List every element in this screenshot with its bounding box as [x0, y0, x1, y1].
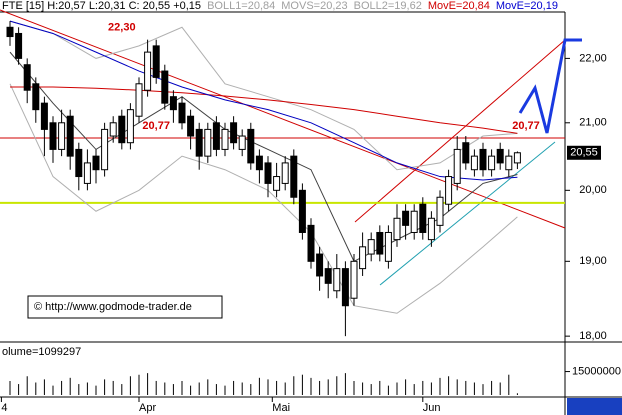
candle-body [324, 268, 332, 284]
candle-body [281, 162, 289, 184]
x-tick-label: 4 [1, 402, 7, 414]
candle-body [161, 70, 169, 104]
candle-body [195, 128, 203, 157]
candle-body [445, 176, 453, 205]
y-tick-label: 22,00 [579, 52, 607, 64]
copyright-box [27, 295, 223, 319]
candle-body [376, 231, 384, 255]
candle-body [49, 122, 57, 150]
candle-body [212, 122, 220, 150]
candle-body [230, 122, 238, 144]
candle-body [101, 128, 109, 171]
header-item: FTE [15] H:20,57 L:20,31 C: 20,55 +0,15 [2, 0, 201, 12]
trend-line [379, 141, 556, 286]
y-tick-label: 20,00 [579, 184, 607, 196]
candle-body [513, 152, 521, 164]
candle-body [126, 109, 134, 144]
candle-body [187, 115, 195, 137]
x-tick-label: Mai [272, 402, 290, 414]
candle-body [298, 189, 306, 233]
candle-body [462, 142, 470, 164]
candle-body [402, 210, 410, 226]
candle-body [453, 148, 461, 184]
candle-body [109, 122, 117, 137]
candle-body [393, 217, 401, 241]
candle-body [384, 231, 392, 262]
y-tick-label: 21,00 [579, 117, 607, 129]
candle-body [410, 210, 418, 233]
corner-icon [567, 398, 622, 415]
candle-body [75, 148, 83, 178]
x-tick-label: Jun [423, 402, 441, 414]
y-tick-label: 18,00 [579, 330, 607, 342]
candle-body [23, 64, 31, 91]
candle-body [92, 155, 100, 171]
candle-body [488, 155, 496, 171]
candle-body [316, 253, 324, 277]
annotation: 20,77 [142, 120, 170, 132]
header-item: MOVS=20,23 [281, 0, 347, 12]
x-tick-label: Apr [139, 402, 156, 414]
candle-body [307, 224, 315, 262]
header: FTE [15] H:20,57 L:20,31 C: 20,55 +0,15 B… [2, 0, 558, 12]
candle-body [367, 239, 375, 255]
header-item: BOLL2=19,62 [354, 0, 422, 12]
annotation: 22,30 [108, 22, 136, 34]
candle-body [32, 83, 40, 111]
candle-body [341, 268, 349, 307]
copyright: © http://www.godmode-trader.de [34, 301, 192, 313]
candle-body [66, 115, 74, 157]
volume-label: olume=1099297 [2, 346, 81, 358]
candle-body [6, 26, 14, 38]
candle-body [255, 155, 263, 171]
candle-body [247, 128, 255, 164]
candle-body [178, 102, 186, 124]
candle-body [479, 148, 487, 171]
candle-body [135, 83, 143, 117]
header-item: BOLL1=20,84 [207, 0, 275, 12]
header-item: MovE=20,19 [496, 0, 558, 12]
overlay-line [10, 86, 518, 134]
candle-body [264, 162, 272, 184]
candle-body [238, 135, 246, 150]
candle-body [436, 196, 444, 226]
plot [0, 9, 582, 337]
volume-tick-label: 15000000 [572, 365, 621, 377]
candle-body [427, 217, 435, 241]
overlay-line [9, 20, 518, 171]
candle-body [40, 102, 48, 130]
trend-line [0, 9, 566, 229]
candle-body [15, 32, 23, 59]
overlay-line [9, 20, 518, 181]
trend-line [354, 39, 566, 223]
candle-body [290, 155, 298, 198]
candle-body [350, 260, 358, 299]
header-item: MovE=20,84 [428, 0, 490, 12]
candle-body [58, 122, 66, 150]
candle-body [83, 162, 91, 184]
price-label: 20,55 [570, 147, 598, 159]
y-tick-label: 19,00 [579, 255, 607, 267]
candle-body [204, 128, 212, 157]
candle-body [118, 115, 126, 144]
candle-body [152, 45, 160, 78]
candle-body [169, 96, 177, 111]
candle-body [144, 51, 152, 91]
forecast-arrow [518, 38, 582, 134]
price-box [567, 145, 601, 160]
candle-body [496, 148, 504, 164]
candle-body [273, 176, 281, 191]
annotation: 20,77 [512, 120, 540, 132]
candle-body [470, 155, 478, 171]
candle-body [221, 128, 229, 150]
candle-body [333, 268, 341, 292]
candle-body [505, 155, 513, 171]
candle-body [419, 203, 427, 233]
candle-body [359, 246, 367, 270]
